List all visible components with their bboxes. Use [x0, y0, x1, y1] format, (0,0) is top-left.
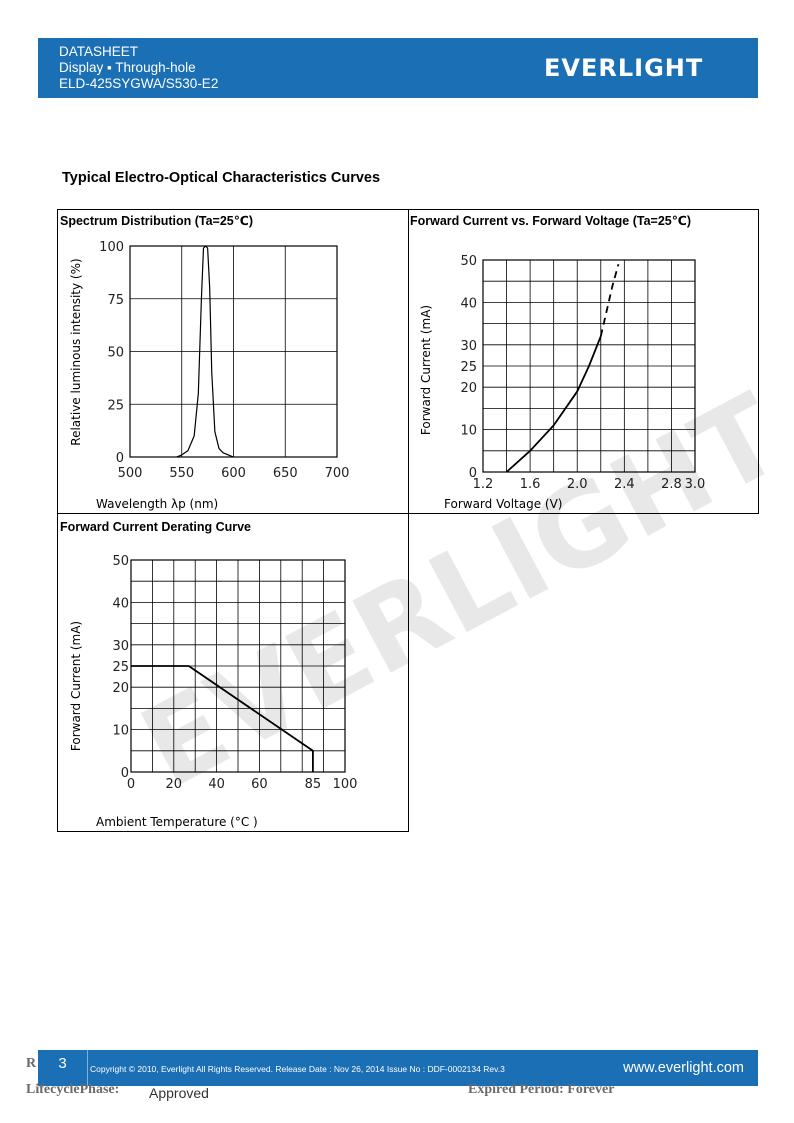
x-tick-label: 1.6	[520, 477, 541, 492]
series-line	[505, 335, 602, 473]
y-axis-label: Forward Current (mA)	[69, 621, 83, 751]
series-line	[176, 245, 234, 458]
x-tick-label: 2.8	[661, 477, 682, 492]
y-tick-label: 40	[460, 296, 477, 311]
x-tick-label: 0	[127, 777, 135, 792]
header-banner: DATASHEET Display ▪ Through-hole ELD-425…	[38, 38, 758, 98]
rev-letter: R	[26, 1056, 37, 1071]
x-tick-label: 60	[251, 777, 268, 792]
doc-type: DATASHEET	[59, 44, 139, 59]
spectrum-chart: 500 550 600 650 700 0 25 50 75 100 Wavelength λp (…	[69, 240, 350, 511]
y-tick-label: 30	[112, 639, 129, 654]
y-tick-label: 10	[460, 424, 477, 439]
part-number: ELD-425SYGWA/S530-E2	[59, 76, 219, 91]
x-tick-label: 650	[273, 466, 298, 481]
charts-grid: Spectrum Distribution (Ta=25℃) 500 550 600…	[57, 209, 759, 832]
x-axis-label: Wavelength λp (nm)	[96, 497, 218, 511]
x-tick-label: 600	[221, 466, 246, 481]
y-tick-label: 50	[112, 554, 129, 569]
derating-cell: Forward Current Derating Curve 0 20 40 60 85…	[57, 513, 409, 832]
x-tick-label: 2.0	[567, 477, 588, 492]
x-tick-label: 3.0	[685, 477, 706, 492]
y-tick-label: 75	[107, 293, 124, 308]
y-tick-label: 30	[460, 339, 477, 354]
lifecycle-value: Approved	[149, 1085, 209, 1101]
y-tick-label: 20	[460, 381, 477, 396]
expired-period: Expired Period: Forever	[468, 1082, 615, 1097]
x-tick-label: 550	[169, 466, 194, 481]
iv-chart: 1.2 1.6 2.0 2.4 2.8 3.0 0 10 20 25 30 40 50 Forward V…	[419, 254, 706, 511]
x-tick-label: 40	[208, 777, 225, 792]
iv-cell: Forward Current vs. Forward Voltage (Ta=…	[408, 209, 759, 514]
x-axis-label: Ambient Temperature (°C )	[96, 815, 258, 829]
spectrum-title: Spectrum Distribution (Ta=25℃)	[60, 214, 254, 228]
copyright-text: Copyright © 2010, Everlight All Rights R…	[90, 1064, 505, 1074]
y-tick-label: 10	[112, 724, 129, 739]
y-tick-label: 0	[121, 766, 129, 781]
everlight-logo: EVERLIGHT	[544, 54, 703, 82]
y-tick-label: 25	[460, 360, 477, 375]
spectrum-cell: Spectrum Distribution (Ta=25℃) 500 550 600…	[57, 209, 409, 514]
y-tick-label: 50	[107, 346, 124, 361]
website-link[interactable]: www.everlight.com	[623, 1060, 744, 1076]
header-text-block: DATASHEET Display ▪ Through-hole ELD-425…	[59, 44, 218, 92]
x-tick-label: 85	[305, 777, 322, 792]
x-tick-label: 700	[325, 466, 350, 481]
y-tick-label: 50	[460, 254, 477, 269]
y-tick-label: 0	[116, 451, 124, 466]
logo-text: EVERLIGHT	[544, 54, 703, 82]
page-number: 3	[38, 1050, 88, 1086]
iv-title: Forward Current vs. Forward Voltage (Ta=…	[410, 214, 692, 228]
y-tick-label: 25	[107, 398, 124, 413]
section-title: Typical Electro-Optical Characteristics …	[62, 170, 381, 186]
x-tick-label: 500	[118, 466, 143, 481]
footer-banner: 3 Copyright © 2010, Everlight All Rights…	[38, 1050, 758, 1086]
plot-frame	[482, 259, 696, 473]
product-category: Display ▪ Through-hole	[59, 60, 196, 75]
series-line	[599, 263, 620, 337]
y-axis-label: Relative luminous intensity (%)	[69, 258, 83, 445]
x-tick-label: 20	[166, 777, 183, 792]
series-line	[131, 665, 314, 772]
y-tick-label: 100	[99, 240, 124, 255]
derating-chart: 0 20 40 60 85 100 0 10 20 25 30 40 50 Ambient Tempera…	[69, 554, 358, 829]
x-axis-label: Forward Voltage (V)	[444, 497, 562, 511]
y-tick-label: 20	[112, 681, 129, 696]
y-tick-label: 25	[112, 660, 129, 675]
lifecycle-label: LifecyclePhase:	[26, 1082, 120, 1097]
x-tick-label: 100	[333, 777, 358, 792]
y-axis-label: Forward Current (mA)	[419, 305, 433, 435]
y-tick-label: 40	[112, 596, 129, 611]
x-tick-label: 2.4	[614, 477, 635, 492]
y-tick-label: 0	[469, 466, 477, 481]
derating-title: Forward Current Derating Curve	[60, 520, 252, 534]
x-tick-label: 1.2	[473, 477, 494, 492]
